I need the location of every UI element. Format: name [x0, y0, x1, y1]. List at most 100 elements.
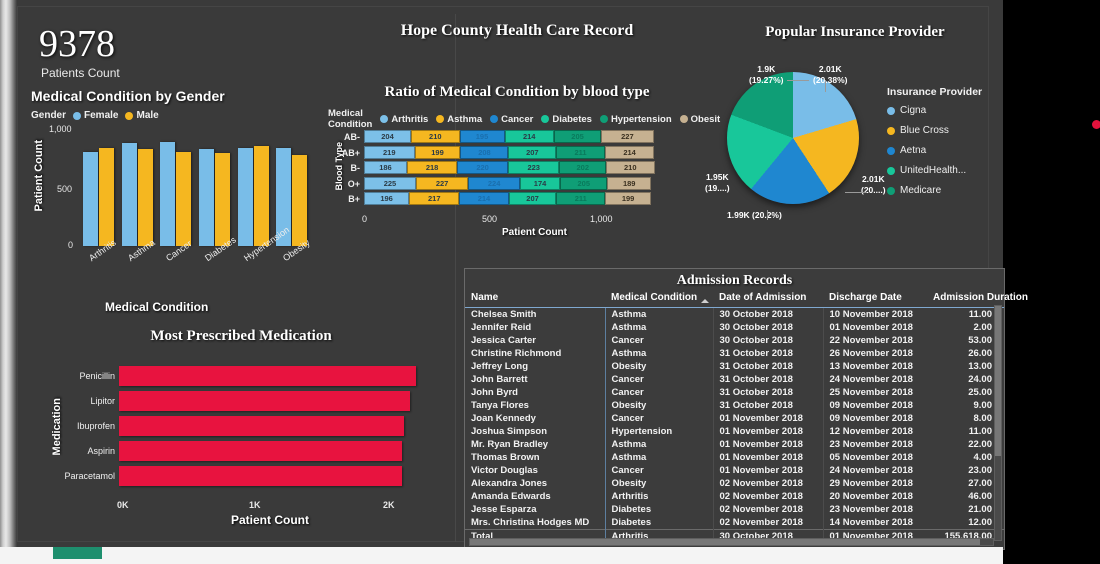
table-row[interactable]: Joshua Simpson Hypertension 01 November 20…: [465, 425, 1004, 438]
blood-segment-obesity[interactable]: 210: [606, 161, 655, 174]
table-row[interactable]: Christine Richmond Asthma 31 October 2018 2…: [465, 347, 1004, 360]
table-vertical-scrollbar[interactable]: [994, 305, 1002, 541]
blood-legend[interactable]: Medical Condition Arthritis Asthma Cancer D…: [328, 108, 720, 130]
med-bar-aspirin[interactable]: [119, 441, 403, 461]
blood-bar-row[interactable]: 225 227 224 174 205 189: [364, 176, 664, 190]
gender-bar-male[interactable]: [137, 149, 153, 246]
gender-bar-female[interactable]: [198, 149, 214, 246]
gender-bar-pair[interactable]: [234, 128, 273, 246]
blood-segment-arthritis[interactable]: 196: [364, 192, 410, 205]
gender-bar-female[interactable]: [237, 148, 253, 246]
table-row[interactable]: Jessica Carter Cancer 30 October 2018 22 No…: [465, 334, 1004, 347]
blood-segment-diabetes[interactable]: 174: [519, 176, 561, 190]
pie-disc[interactable]: [727, 72, 859, 204]
legend-item-male[interactable]: Male: [125, 110, 159, 121]
legend-item-diabetes[interactable]: Diabetes: [541, 114, 592, 125]
table-row[interactable]: Alexandra Jones Obesity 02 November 2018 29…: [465, 477, 1004, 490]
blood-segment-arthritis[interactable]: 186: [364, 161, 407, 174]
gender-bar-female[interactable]: [82, 151, 98, 246]
table-admission-records[interactable]: Admission Records Name Medical Condition…: [464, 268, 1028, 550]
table-row[interactable]: Amanda Edwards Arthritis 02 November 2018 2…: [465, 490, 1004, 503]
blood-segment-obesity[interactable]: 227: [601, 130, 654, 143]
gender-bar-pair[interactable]: [156, 128, 195, 246]
blood-segment-obesity[interactable]: 199: [605, 192, 652, 205]
blood-segment-hypertension[interactable]: 205: [553, 130, 602, 143]
med-bar-ibuprofen[interactable]: [119, 416, 404, 436]
blood-segment-asthma[interactable]: 218: [406, 161, 458, 174]
chart-medical-condition-by-gender[interactable]: Medical Condition by Gender Gender Femal…: [31, 88, 331, 318]
med-bar-paracetamol[interactable]: [119, 466, 402, 486]
gender-bar-male[interactable]: [253, 146, 269, 246]
column-header-date-of-admission[interactable]: Date of Admission: [713, 289, 823, 308]
table-row[interactable]: Tanya Flores Obesity 31 October 2018 09 Nov…: [465, 399, 1004, 412]
gender-bar-pair[interactable]: [195, 128, 234, 246]
table-row[interactable]: Jennifer Reid Asthma 30 October 2018 01 Nov…: [465, 321, 1004, 334]
chart-popular-insurance-provider[interactable]: Popular Insurance Provider 1.9K (19.27%)…: [705, 24, 1005, 254]
chart-condition-by-blood-type[interactable]: Ratio of Medical Condition by blood type…: [322, 84, 720, 259]
pie-legend-item-aetna[interactable]: Aetna: [887, 145, 982, 156]
table-row[interactable]: Mrs. Christina Hodges MD Diabetes 02 Novem…: [465, 516, 1004, 530]
legend-item-cancer[interactable]: Cancer: [490, 114, 533, 125]
gender-bar-male[interactable]: [292, 154, 308, 246]
blood-segment-diabetes[interactable]: 207: [508, 192, 557, 205]
legend-item-arthritis[interactable]: Arthritis: [380, 114, 428, 125]
blood-segment-diabetes[interactable]: 214: [504, 130, 554, 143]
gender-bar-female[interactable]: [160, 142, 176, 246]
blood-segment-arthritis[interactable]: 225: [364, 176, 416, 190]
blood-segment-asthma[interactable]: 217: [409, 192, 460, 205]
med-bar-penicillin[interactable]: [119, 366, 416, 386]
table-row[interactable]: John Byrd Cancer 31 October 2018 25 Novembe…: [465, 386, 1004, 399]
blood-segment-asthma[interactable]: 227: [415, 176, 469, 190]
blood-bar-row[interactable]: 186 218 220 223 202 210: [364, 161, 664, 174]
blood-segment-cancer[interactable]: 224: [468, 176, 520, 190]
table-row[interactable]: Jesse Esparza Diabetes 02 November 2018 23 …: [465, 503, 1004, 516]
column-header-discharge-date[interactable]: Discharge Date: [823, 289, 927, 308]
gender-bar-pair[interactable]: [79, 128, 118, 246]
pie-legend-item-unitedhealth[interactable]: UnitedHealth...: [887, 165, 982, 176]
admission-records-table[interactable]: Name Medical Condition Date of Admission…: [465, 289, 1028, 543]
blood-segment-diabetes[interactable]: 223: [507, 161, 560, 174]
gender-bar-female[interactable]: [121, 143, 137, 246]
med-bar-row[interactable]: [119, 441, 419, 461]
med-bar-row[interactable]: [119, 391, 419, 411]
med-bar-row[interactable]: [119, 416, 419, 436]
med-bar-lipitor[interactable]: [119, 391, 410, 411]
blood-segment-arthritis[interactable]: 204: [364, 130, 412, 143]
blood-segment-hypertension[interactable]: 211: [556, 192, 606, 205]
table-row[interactable]: Jeffrey Long Obesity 31 October 2018 13 Nov…: [465, 360, 1004, 373]
chart-most-prescribed-medication[interactable]: Most Prescribed Medication Medication Pe…: [31, 328, 451, 538]
table-row[interactable]: Joan Kennedy Cancer 01 November 2018 09 Nov…: [465, 412, 1004, 425]
pie-legend-item-bluecross[interactable]: Blue Cross: [887, 125, 982, 136]
table-row[interactable]: Chelsea Smith Asthma 30 October 2018 10 Nov…: [465, 307, 1004, 321]
table-row[interactable]: Thomas Brown Asthma 01 November 2018 05 Nov…: [465, 451, 1004, 464]
blood-segment-hypertension[interactable]: 211: [556, 145, 605, 159]
blood-bar-row[interactable]: 204 210 195 214 205 227: [364, 130, 664, 143]
blood-bar-row[interactable]: 196 217 214 207 211 199: [364, 192, 664, 205]
med-bar-row[interactable]: [119, 366, 419, 386]
pie-legend-item-cigna[interactable]: Cigna: [887, 105, 982, 116]
blood-segment-arthritis[interactable]: 219: [364, 145, 415, 159]
gender-bar-male[interactable]: [214, 152, 230, 246]
gender-bar-female[interactable]: [276, 148, 292, 246]
med-bar-row[interactable]: [119, 466, 419, 486]
gender-bar-male[interactable]: [176, 151, 192, 246]
blood-segment-obesity[interactable]: 189: [607, 176, 652, 190]
table-row[interactable]: Mr. Ryan Bradley Asthma 01 November 2018 23…: [465, 438, 1004, 451]
pie-legend[interactable]: Insurance Provider Cigna Blue Cross Aetna U…: [887, 86, 982, 205]
blood-segment-hypertension[interactable]: 205: [560, 176, 608, 190]
column-header-admission-duration[interactable]: Admission Duration: [927, 289, 1028, 308]
blood-bar-row[interactable]: 219 199 208 207 211 214: [364, 145, 664, 159]
gender-bar-pair[interactable]: [272, 128, 311, 246]
table-row[interactable]: John Barrett Cancer 31 October 2018 24 Nove…: [465, 373, 1004, 386]
blood-segment-asthma[interactable]: 210: [411, 130, 460, 143]
blood-segment-hypertension[interactable]: 202: [559, 161, 607, 174]
table-vertical-scroll-thumb[interactable]: [995, 306, 1001, 456]
legend-item-female[interactable]: Female: [73, 110, 118, 121]
blood-segment-asthma[interactable]: 199: [414, 145, 461, 159]
blood-segment-cancer[interactable]: 220: [457, 161, 508, 174]
gender-bar-pair[interactable]: [118, 128, 157, 246]
blood-segment-diabetes[interactable]: 207: [508, 145, 557, 159]
blood-segment-cancer[interactable]: 214: [459, 192, 509, 205]
blood-segment-cancer[interactable]: 195: [459, 130, 505, 143]
column-header-medical-condition[interactable]: Medical Condition: [605, 289, 713, 308]
